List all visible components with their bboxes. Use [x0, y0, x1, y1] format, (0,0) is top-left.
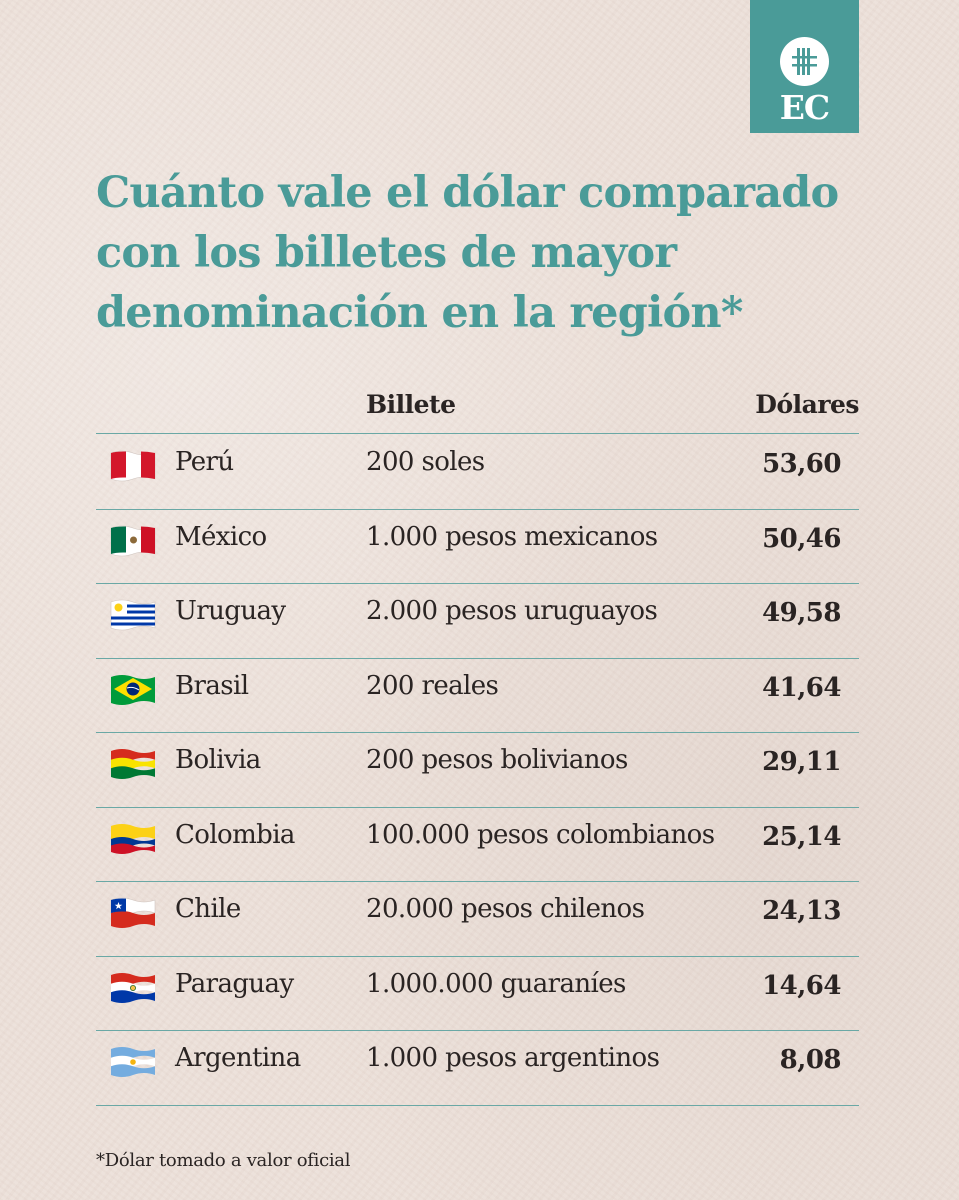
table-row: Brasil 200 reales 41,64 [96, 659, 859, 733]
mexico-flag-icon [110, 525, 156, 556]
country-name: Bolivia [175, 745, 261, 775]
logo-text: EC [779, 88, 830, 127]
table-row: Perú 200 soles 53,60 [96, 435, 859, 510]
publisher-logo: EC [750, 0, 859, 133]
brazil-flag-icon [111, 674, 155, 705]
peru-flag-icon [110, 450, 156, 482]
table-row: Paraguay 1.000.000 guaraníes 14,64 [96, 957, 859, 1031]
header-dolares: Dólares [755, 390, 859, 419]
currency-table: Perú 200 soles 53,60 México 1.000 pesos … [96, 435, 859, 1106]
argentina-flag-icon [111, 1047, 155, 1077]
footnote: *Dólar tomado a valor oficial [96, 1150, 351, 1171]
table-row: Bolivia 200 pesos bolivianos 29,11 [96, 733, 859, 808]
country-name: Perú [175, 447, 234, 477]
bill-denomination: 20.000 pesos chilenos [366, 894, 645, 924]
title-line-1: Cuánto vale el dólar comparado [96, 168, 839, 218]
table-row: Uruguay 2.000 pesos uruguayos 49,58 [96, 584, 859, 659]
table-row: México 1.000 pesos mexicanos 50,46 [96, 510, 859, 584]
usd-value: 49,58 [762, 598, 841, 628]
country-name: Argentina [175, 1043, 301, 1073]
bill-denomination: 200 pesos bolivianos [366, 745, 628, 775]
bill-denomination: 200 reales [366, 670, 499, 701]
usd-value: 29,11 [762, 747, 841, 777]
table-row: Colombia 100.000 pesos colombianos 25,14 [96, 808, 859, 882]
colombia-flag-icon [111, 823, 155, 854]
bill-denomination: 1.000 pesos argentinos [366, 1043, 660, 1073]
country-name: Brasil [175, 670, 249, 701]
chile-flag-icon [110, 897, 156, 928]
usd-value: 50,46 [762, 523, 841, 554]
page-title: Cuánto vale el dólar comparado con los b… [96, 163, 896, 343]
bill-denomination: 2.000 pesos uruguayos [366, 596, 658, 626]
table-row: Argentina 1.000 pesos argentinos 8,08 [96, 1031, 859, 1106]
bill-denomination: 200 soles [366, 447, 485, 477]
usd-value: 53,60 [762, 449, 841, 479]
country-name: Paraguay [175, 968, 294, 999]
bill-denomination: 1.000 pesos mexicanos [366, 521, 658, 552]
bolivia-flag-icon [111, 749, 155, 779]
paraguay-flag-icon [111, 972, 155, 1003]
table-header: Billete Dólares [96, 390, 859, 434]
usd-value: 14,64 [762, 970, 841, 1001]
country-name: Colombia [175, 819, 295, 850]
title-line-2: con los billetes de mayor [96, 228, 677, 278]
usd-value: 8,08 [779, 1045, 842, 1075]
bill-denomination: 100.000 pesos colombianos [366, 819, 715, 850]
bill-denomination: 1.000.000 guaraníes [366, 968, 626, 999]
usd-value: 25,14 [762, 821, 841, 852]
uruguay-flag-icon [110, 599, 156, 631]
usd-value: 41,64 [762, 672, 841, 703]
country-name: México [175, 521, 267, 552]
country-name: Chile [175, 894, 241, 924]
logo-emblem-icon [780, 37, 829, 86]
title-line-3: denominación en la región* [96, 288, 743, 338]
usd-value: 24,13 [762, 896, 841, 926]
table-row: Chile 20.000 pesos chilenos 24,13 [96, 882, 859, 957]
country-name: Uruguay [175, 596, 286, 626]
header-billete: Billete [366, 390, 456, 419]
